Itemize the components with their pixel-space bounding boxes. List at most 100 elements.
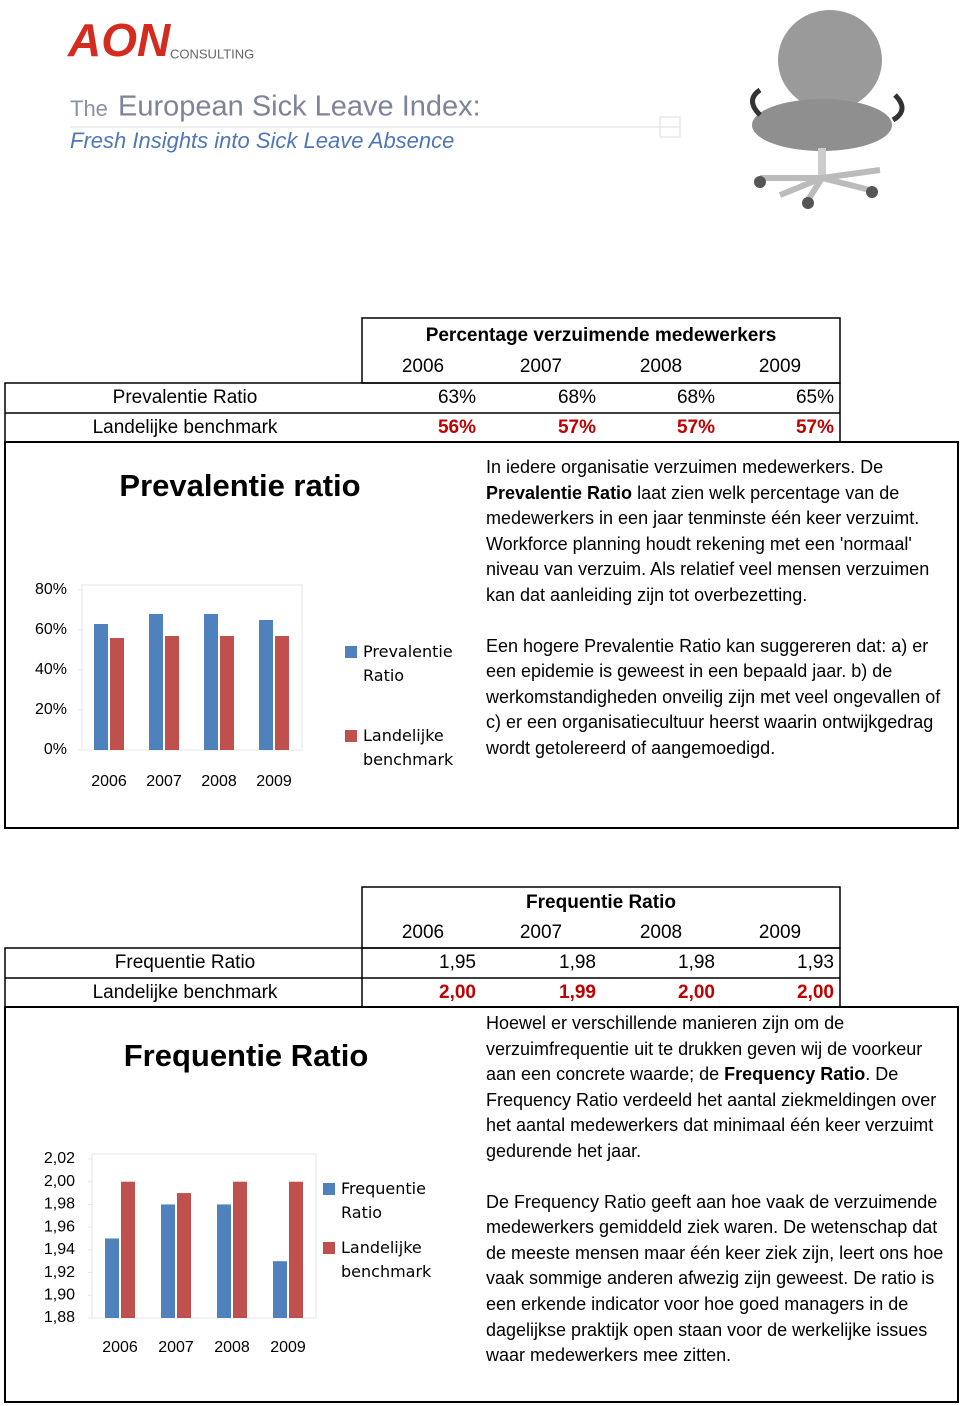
text: laat zien welk percentage van de medewer… (486, 482, 930, 605)
table-cell: 1,93 (797, 952, 834, 973)
x-tick-label: 2006 (91, 773, 127, 790)
table-title: Frequentie Ratio (526, 892, 676, 913)
row-label: Frequentie Ratio (115, 952, 255, 973)
table-cell: 2,00 (439, 982, 476, 1003)
bar (105, 1238, 119, 1318)
table-cell: 1,98 (678, 952, 715, 973)
y-tick-label: 1,88 (44, 1309, 75, 1326)
plot-area (91, 1153, 317, 1319)
bar (177, 1193, 191, 1318)
bar (259, 620, 273, 750)
bar (273, 1261, 287, 1318)
y-tick-label: 0% (44, 741, 67, 758)
legend-item: Prevalentie Ratio (345, 640, 455, 688)
bar (204, 614, 218, 750)
column-header: 2006 (402, 356, 444, 377)
paragraph-block: In iedere organisatie verzuimen medewerk… (486, 455, 954, 787)
y-tick-label: 60% (35, 621, 67, 638)
chart-title: Frequentie Ratio (124, 1038, 369, 1073)
bar (289, 1181, 303, 1318)
y-tick-label: 2,00 (44, 1173, 75, 1190)
x-tick-label: 2008 (201, 773, 237, 790)
legend-swatch (323, 1242, 335, 1254)
paragraph-block: Hoewel er verschillende manieren zijn om… (486, 1011, 954, 1394)
header-title: European Sick Leave Index: (118, 91, 481, 123)
paragraph: In iedere organisatie verzuimen medewerk… (486, 455, 954, 609)
y-tick-label: 1,98 (44, 1196, 75, 1213)
legend-swatch (345, 730, 357, 742)
bar (121, 1181, 135, 1318)
paragraph: De Frequency Ratio geeft aan hoe vaak de… (486, 1190, 954, 1369)
legend-label: Landelijke benchmark (363, 726, 454, 769)
x-tick-label: 2008 (214, 1339, 250, 1356)
bar (217, 1204, 231, 1318)
table-cell: 63% (438, 387, 476, 408)
paragraph: Hoewel er verschillende manieren zijn om… (486, 1011, 954, 1165)
legend-label: Landelijke benchmark (341, 1238, 432, 1281)
legend-swatch (323, 1183, 335, 1195)
column-header: 2009 (759, 356, 801, 377)
x-tick-label: 2006 (102, 1339, 138, 1356)
bar (94, 624, 108, 750)
column-header: 2007 (520, 356, 562, 377)
table-cell: 56% (438, 417, 476, 438)
legend-label: Prevalentie Ratio (363, 642, 453, 685)
header-box (659, 116, 681, 138)
y-tick-label: 1,96 (44, 1218, 75, 1235)
text: Een hogere Prevalentie Ratio kan suggere… (486, 635, 941, 758)
table-cell: 2,00 (678, 982, 715, 1003)
y-tick-label: 20% (35, 701, 67, 718)
text: Hoewel er verschillende manieren zijn om… (486, 1013, 923, 1085)
logo-sub: CONSULTING (170, 46, 254, 61)
bar (233, 1181, 247, 1318)
legend-item: Landelijke benchmark (345, 724, 455, 772)
table-cell: 1,99 (559, 982, 596, 1003)
table-title: Percentage verzuimende medewerkers (426, 325, 777, 346)
x-tick-label: 2009 (256, 773, 292, 790)
y-tick-label: 1,92 (44, 1264, 75, 1281)
header-subtitle: Fresh Insights into Sick Leave Absence (70, 128, 454, 153)
text: De Frequency Ratio geeft aan hoe vaak de… (486, 1191, 944, 1366)
bar (110, 638, 124, 750)
table-cell: 68% (677, 387, 715, 408)
logo: AON (67, 14, 171, 66)
bar (220, 636, 234, 750)
table-cell: 2,00 (797, 982, 834, 1003)
x-tick-label: 2007 (158, 1339, 194, 1356)
table-cell: 1,98 (559, 952, 596, 973)
legend-item: Landelijke benchmark (323, 1236, 433, 1284)
row-label: Landelijke benchmark (93, 982, 278, 1003)
row-label: Landelijke benchmark (93, 417, 278, 438)
table-cell: 57% (796, 417, 834, 438)
text: . De Frequency Ratio verdeeld het aantal… (486, 1064, 937, 1161)
column-header: 2009 (759, 922, 801, 943)
y-tick-label: 1,90 (44, 1287, 75, 1304)
legend-swatch (345, 646, 357, 658)
bold-text: Prevalentie Ratio (486, 482, 633, 503)
legend-item: Frequentie Ratio (323, 1177, 433, 1225)
y-tick-label: 1,94 (44, 1241, 75, 1258)
column-header: 2008 (640, 922, 682, 943)
column-header: 2006 (402, 922, 444, 943)
bar (161, 1204, 175, 1318)
bar (275, 636, 289, 750)
bar (149, 614, 163, 750)
chart-title: Prevalentie ratio (119, 468, 360, 503)
bar (165, 636, 179, 750)
row-label: Prevalentie Ratio (113, 387, 258, 408)
table-cell: 65% (796, 387, 834, 408)
table-cell: 57% (558, 417, 596, 438)
table-cell: 68% (558, 387, 596, 408)
table-cell: 57% (677, 417, 715, 438)
title-prefix: The (70, 96, 108, 121)
x-tick-label: 2009 (270, 1339, 306, 1356)
y-tick-label: 2,02 (44, 1150, 75, 1167)
table-cell: 1,95 (439, 952, 476, 973)
y-tick-label: 40% (35, 661, 67, 678)
chair-illustration (750, 10, 905, 209)
bold-text: Frequency Ratio (724, 1064, 866, 1085)
text: In iedere organisatie verzuimen medewerk… (486, 457, 884, 477)
table-frame (4, 317, 959, 1403)
